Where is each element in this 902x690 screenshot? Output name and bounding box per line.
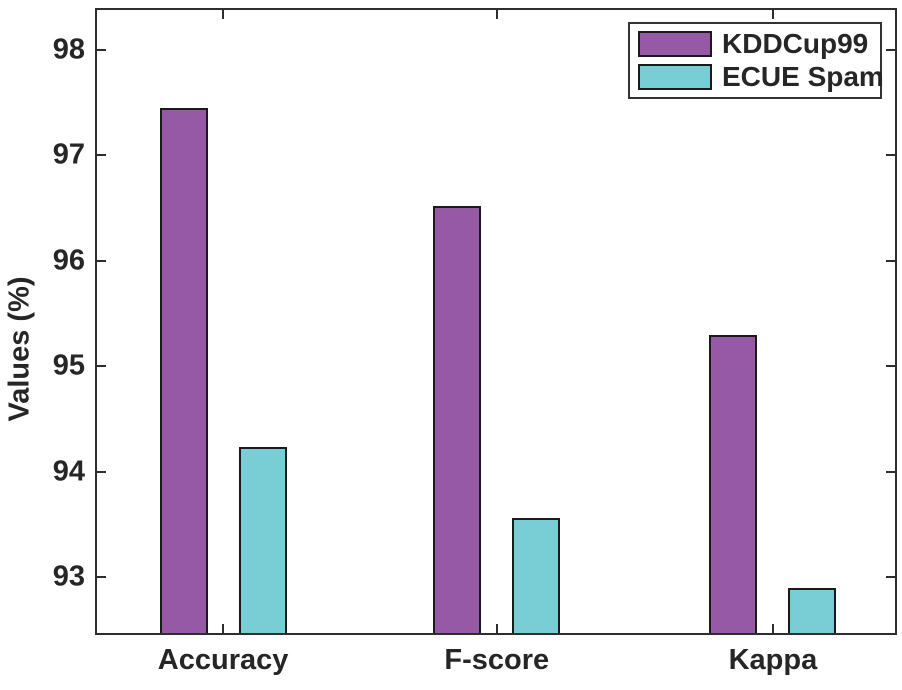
y-tick-mark-right bbox=[886, 576, 895, 579]
y-tick-mark-left bbox=[97, 49, 106, 52]
y-tick-label: 95 bbox=[52, 349, 85, 382]
y-tick-mark-right bbox=[886, 365, 895, 368]
y-tick-label: 97 bbox=[52, 138, 85, 171]
bar-kddcup99-f-score bbox=[433, 206, 482, 633]
legend-swatch-ecue-spam bbox=[638, 64, 712, 90]
legend-item-ecue-spam: ECUE Spam bbox=[638, 63, 884, 91]
y-tick-label: 93 bbox=[52, 560, 85, 593]
y-tick-mark-right bbox=[886, 259, 895, 262]
bar-kddcup99-accuracy bbox=[159, 108, 208, 633]
bar-ecue-spam-kappa bbox=[788, 587, 837, 633]
x-tick-mark-bottom bbox=[771, 624, 774, 633]
y-tick-label: 96 bbox=[52, 244, 85, 277]
y-tick-mark-left bbox=[97, 576, 106, 579]
plot-area: KDDCup99 ECUE Spam bbox=[95, 8, 897, 635]
y-tick-mark-right bbox=[886, 49, 895, 52]
bar-kddcup99-kappa bbox=[709, 334, 758, 633]
y-axis-tick-labels: 93 94 95 96 97 98 bbox=[0, 0, 85, 690]
bar-ecue-spam-accuracy bbox=[238, 447, 287, 633]
y-tick-mark-left bbox=[97, 365, 106, 368]
y-tick-label: 94 bbox=[52, 455, 85, 488]
legend-label-kddcup99: KDDCup99 bbox=[722, 28, 869, 59]
legend-label-ecue-spam: ECUE Spam bbox=[722, 61, 884, 92]
y-tick-mark-right bbox=[886, 470, 895, 473]
y-tick-mark-right bbox=[886, 154, 895, 157]
legend: KDDCup99 ECUE Spam bbox=[628, 22, 884, 99]
bar-ecue-spam-f-score bbox=[512, 518, 561, 633]
legend-item-kddcup99: KDDCup99 bbox=[638, 28, 880, 59]
x-axis-category-label: Accuracy bbox=[157, 644, 289, 676]
x-tick-mark-top bbox=[495, 10, 498, 19]
x-tick-mark-top bbox=[222, 10, 225, 19]
ticks-layer bbox=[97, 10, 895, 633]
x-tick-mark-bottom bbox=[222, 624, 225, 633]
x-tick-mark-bottom bbox=[495, 624, 498, 633]
y-tick-label: 98 bbox=[52, 33, 85, 66]
y-tick-mark-left bbox=[97, 154, 106, 157]
bars-layer bbox=[97, 10, 895, 633]
x-axis-category-label: Kappa bbox=[728, 644, 818, 676]
x-axis-category-label: F-score bbox=[444, 644, 550, 676]
y-tick-mark-left bbox=[97, 259, 106, 262]
legend-swatch-kddcup99 bbox=[638, 31, 712, 57]
x-tick-mark-top bbox=[771, 10, 774, 19]
y-tick-mark-left bbox=[97, 470, 106, 473]
